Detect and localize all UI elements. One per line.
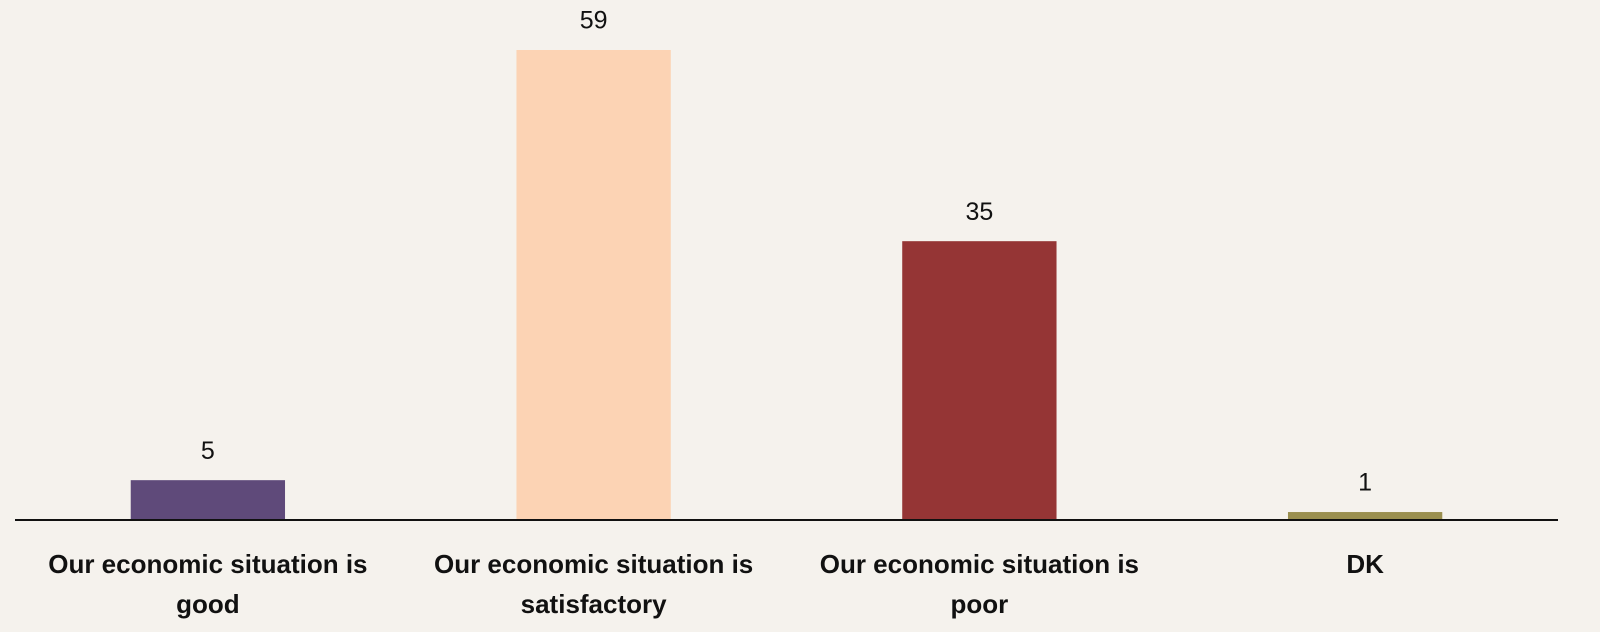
x-tick-label: Our economic situation is good (48, 549, 368, 619)
x-tick-label: Our economic situation is satisfactory (433, 549, 754, 619)
bar (1287, 512, 1443, 520)
value-label: 1 (1358, 469, 1372, 497)
x-tick-label: Our economic situation is poor (819, 549, 1140, 619)
value-label: 5 (201, 437, 215, 465)
bar (516, 50, 671, 520)
bar (902, 241, 1057, 520)
value-label: 59 (580, 7, 608, 35)
value-label: 35 (965, 198, 993, 226)
x-tick-label: DK (1346, 549, 1384, 579)
bar (130, 480, 286, 520)
